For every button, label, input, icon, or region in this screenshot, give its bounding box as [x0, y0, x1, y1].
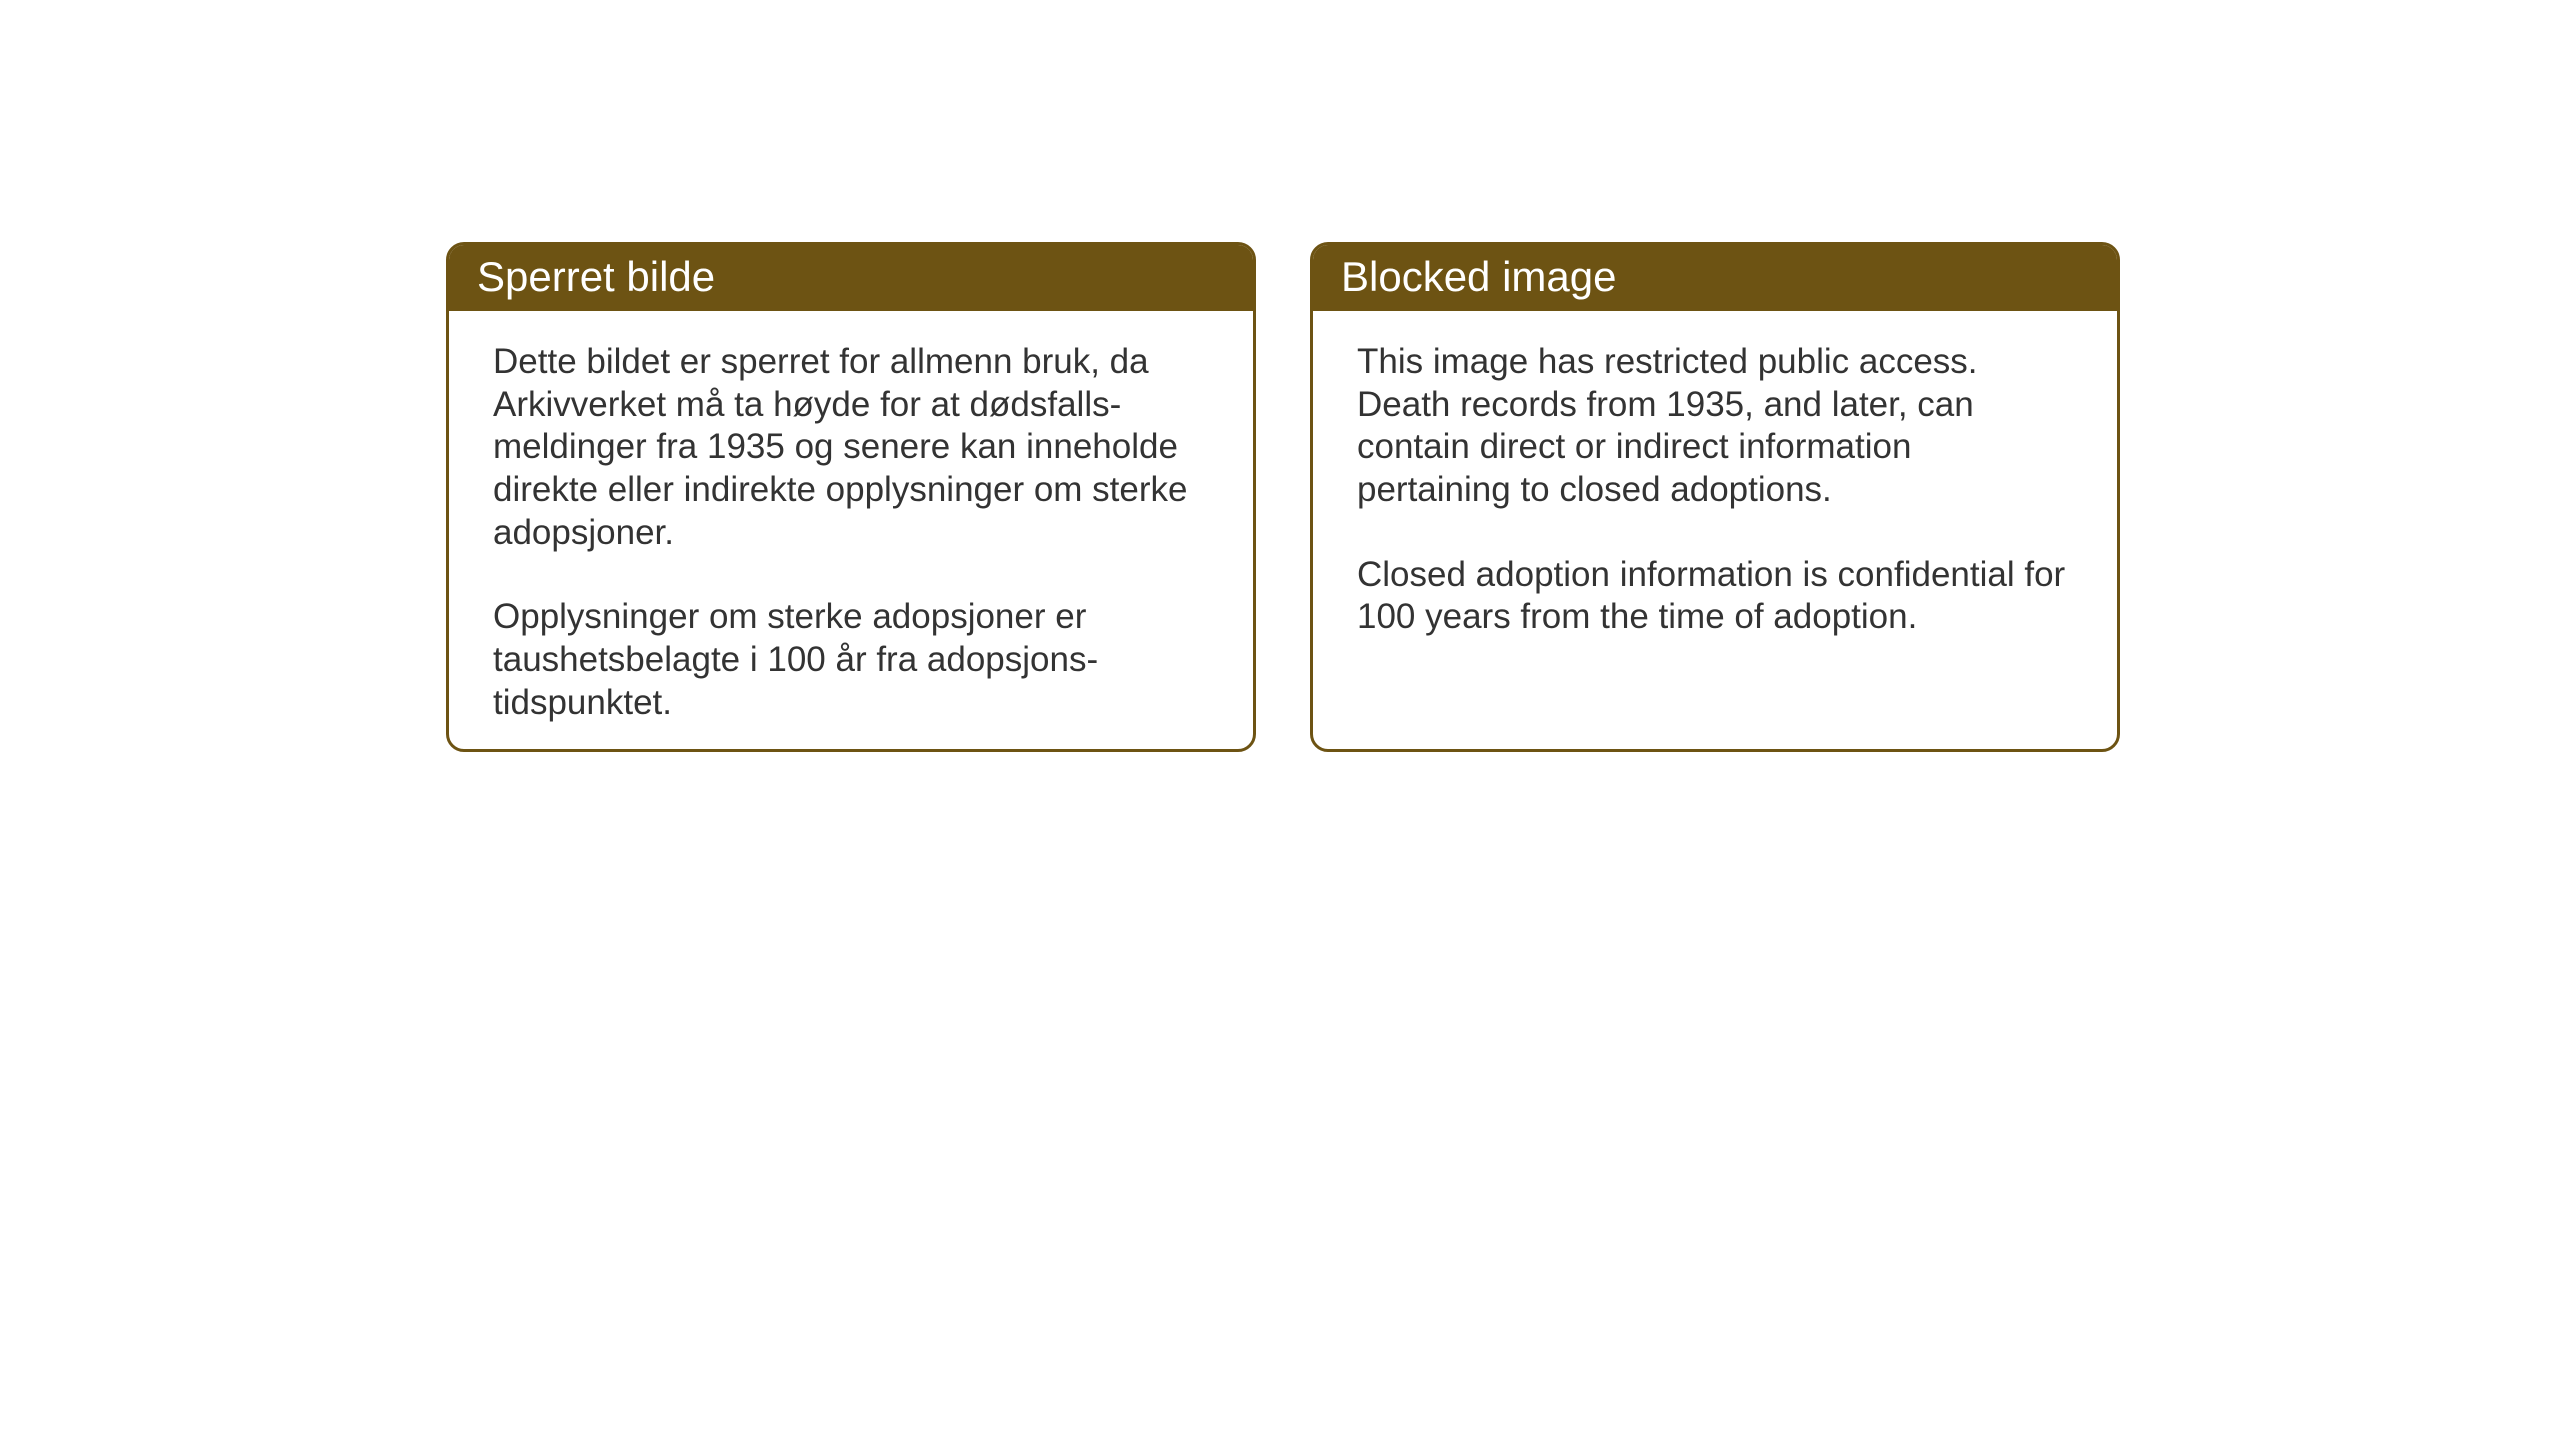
notice-header-norwegian: Sperret bilde [449, 245, 1253, 311]
notice-body-norwegian: Dette bildet er sperret for allmenn bruk… [449, 311, 1253, 752]
notice-card-norwegian: Sperret bilde Dette bildet er sperret fo… [446, 242, 1256, 752]
notice-title-english: Blocked image [1341, 253, 1616, 300]
notice-paragraph-2-norwegian: Opplysninger om sterke adopsjoner er tau… [493, 596, 1209, 724]
notice-body-english: This image has restricted public access.… [1313, 311, 2117, 669]
notice-header-english: Blocked image [1313, 245, 2117, 311]
notice-paragraph-2-english: Closed adoption information is confident… [1357, 554, 2073, 639]
notice-card-english: Blocked image This image has restricted … [1310, 242, 2120, 752]
notice-container: Sperret bilde Dette bildet er sperret fo… [446, 242, 2120, 752]
notice-paragraph-1-norwegian: Dette bildet er sperret for allmenn bruk… [493, 341, 1209, 554]
notice-title-norwegian: Sperret bilde [477, 253, 715, 300]
notice-paragraph-1-english: This image has restricted public access.… [1357, 341, 2073, 512]
